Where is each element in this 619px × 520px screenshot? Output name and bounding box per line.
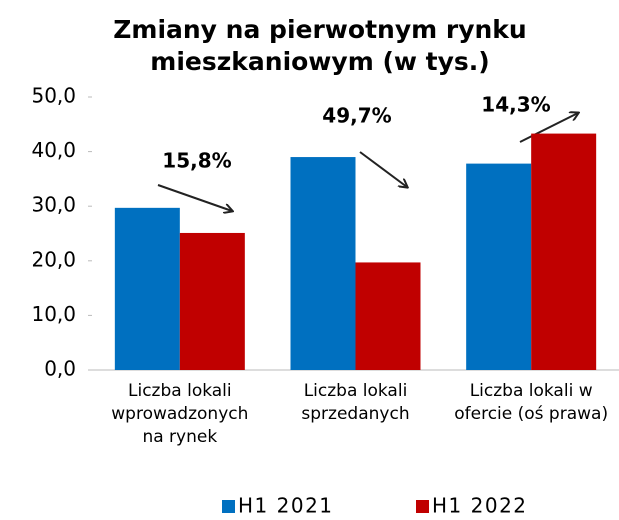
legend-label: H1 2022 [432, 494, 528, 518]
y-tick-label: 30,0 [31, 193, 76, 217]
y-tick-label: 20,0 [31, 247, 76, 271]
bar [531, 133, 597, 370]
bar [466, 163, 532, 370]
arrow [519, 113, 578, 143]
y-tick-label: 50,0 [31, 84, 76, 108]
chart-title: Zmiany na pierwotnym rynku mieszkaniowym… [113, 15, 527, 76]
bar [290, 157, 356, 370]
bar [355, 262, 421, 370]
bar [179, 232, 245, 370]
bar [114, 207, 180, 370]
legend-swatch [416, 500, 429, 513]
x-tick-label: Liczba lokali wprowadzonych na rynek [111, 381, 249, 447]
annotation: 49,7% [322, 104, 391, 128]
x-tick-label: Liczba lokali sprzedanych [301, 381, 410, 424]
arrow [359, 151, 407, 187]
y-tick-label: 0,0 [44, 357, 76, 381]
legend-label: H1 2021 [238, 494, 334, 518]
y-tick-label: 40,0 [31, 138, 76, 162]
annotation: 15,8% [162, 149, 231, 173]
y-tick-label: 10,0 [31, 302, 76, 326]
annotation: 14,3% [481, 93, 550, 117]
legend-swatch [222, 500, 235, 513]
arrow [157, 184, 232, 211]
x-tick-label: Liczba lokali w ofercie (oś prawa) [454, 381, 609, 424]
